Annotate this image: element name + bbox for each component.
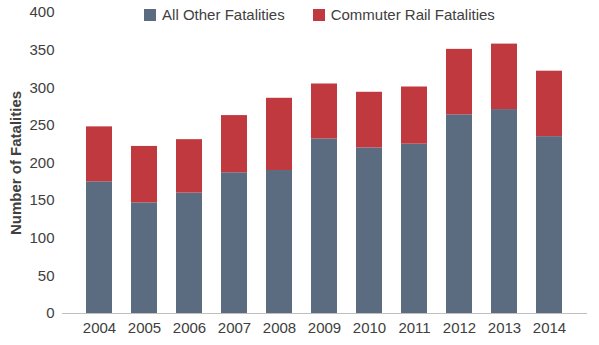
svg-text:250: 250 <box>29 116 54 133</box>
svg-text:2010: 2010 <box>353 319 386 336</box>
svg-text:200: 200 <box>29 154 54 171</box>
svg-text:400: 400 <box>29 3 54 20</box>
svg-text:2007: 2007 <box>218 319 251 336</box>
html-text:Commuter Rail Fatalities: Commuter Rail Fatalities <box>330 6 495 23</box>
svg-text:2004: 2004 <box>83 319 116 336</box>
svg-text:2006: 2006 <box>173 319 206 336</box>
svg-text:150: 150 <box>29 191 54 208</box>
svg-text:2014: 2014 <box>533 319 566 336</box>
svg-text:50: 50 <box>38 267 55 284</box>
svg-text:0: 0 <box>46 304 54 321</box>
svg-text:2009: 2009 <box>308 319 341 336</box>
svg-text:2013: 2013 <box>488 319 521 336</box>
svg-text:Number of Fatalities: Number of Fatalities <box>7 91 24 235</box>
svg-text:2005: 2005 <box>128 319 161 336</box>
svg-text:300: 300 <box>29 79 54 96</box>
svg-text:100: 100 <box>29 229 54 246</box>
svg-text:350: 350 <box>29 41 54 58</box>
svg-text:2008: 2008 <box>263 319 296 336</box>
svg-text:2011: 2011 <box>398 319 430 336</box>
html-text:All Other Fatalities: All Other Fatalities <box>162 6 285 23</box>
svg-text:2012: 2012 <box>443 319 476 336</box>
